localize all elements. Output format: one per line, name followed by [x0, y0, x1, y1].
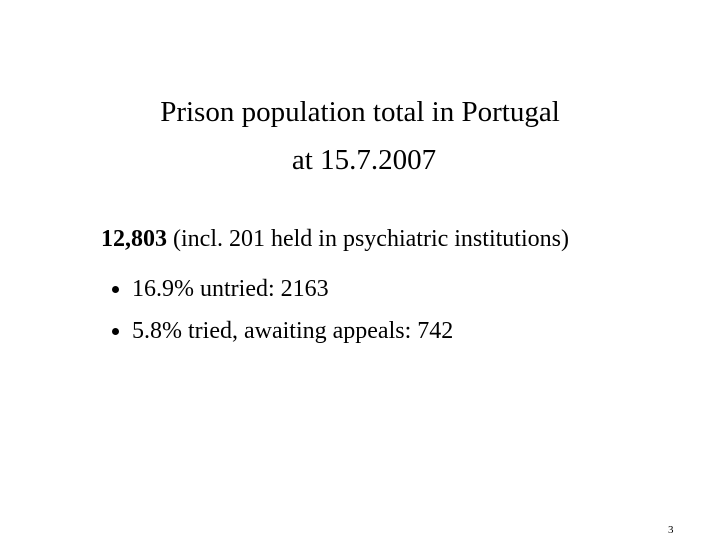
page-number: 3	[668, 524, 674, 536]
total-line: 12,803 (incl. 201 held in psychiatric ins…	[101, 226, 569, 253]
title-line: at 15.7.2007	[291, 144, 437, 176]
slide-title: Prison population total in Portugal at 1…	[0, 88, 720, 184]
bullet-list: 16.9% untried: 2163 5.8% tried, awaiting…	[112, 268, 453, 352]
bullet-item: 5.8% tried, awaiting appeals: 742	[132, 310, 453, 352]
total-figure: 12,803	[101, 226, 167, 252]
title-line: Prison population total in Portugal	[160, 96, 560, 128]
total-note: (incl. 201 held in psychiatric instituti…	[173, 226, 569, 252]
bullet-item: 16.9% untried: 2163	[132, 268, 453, 310]
